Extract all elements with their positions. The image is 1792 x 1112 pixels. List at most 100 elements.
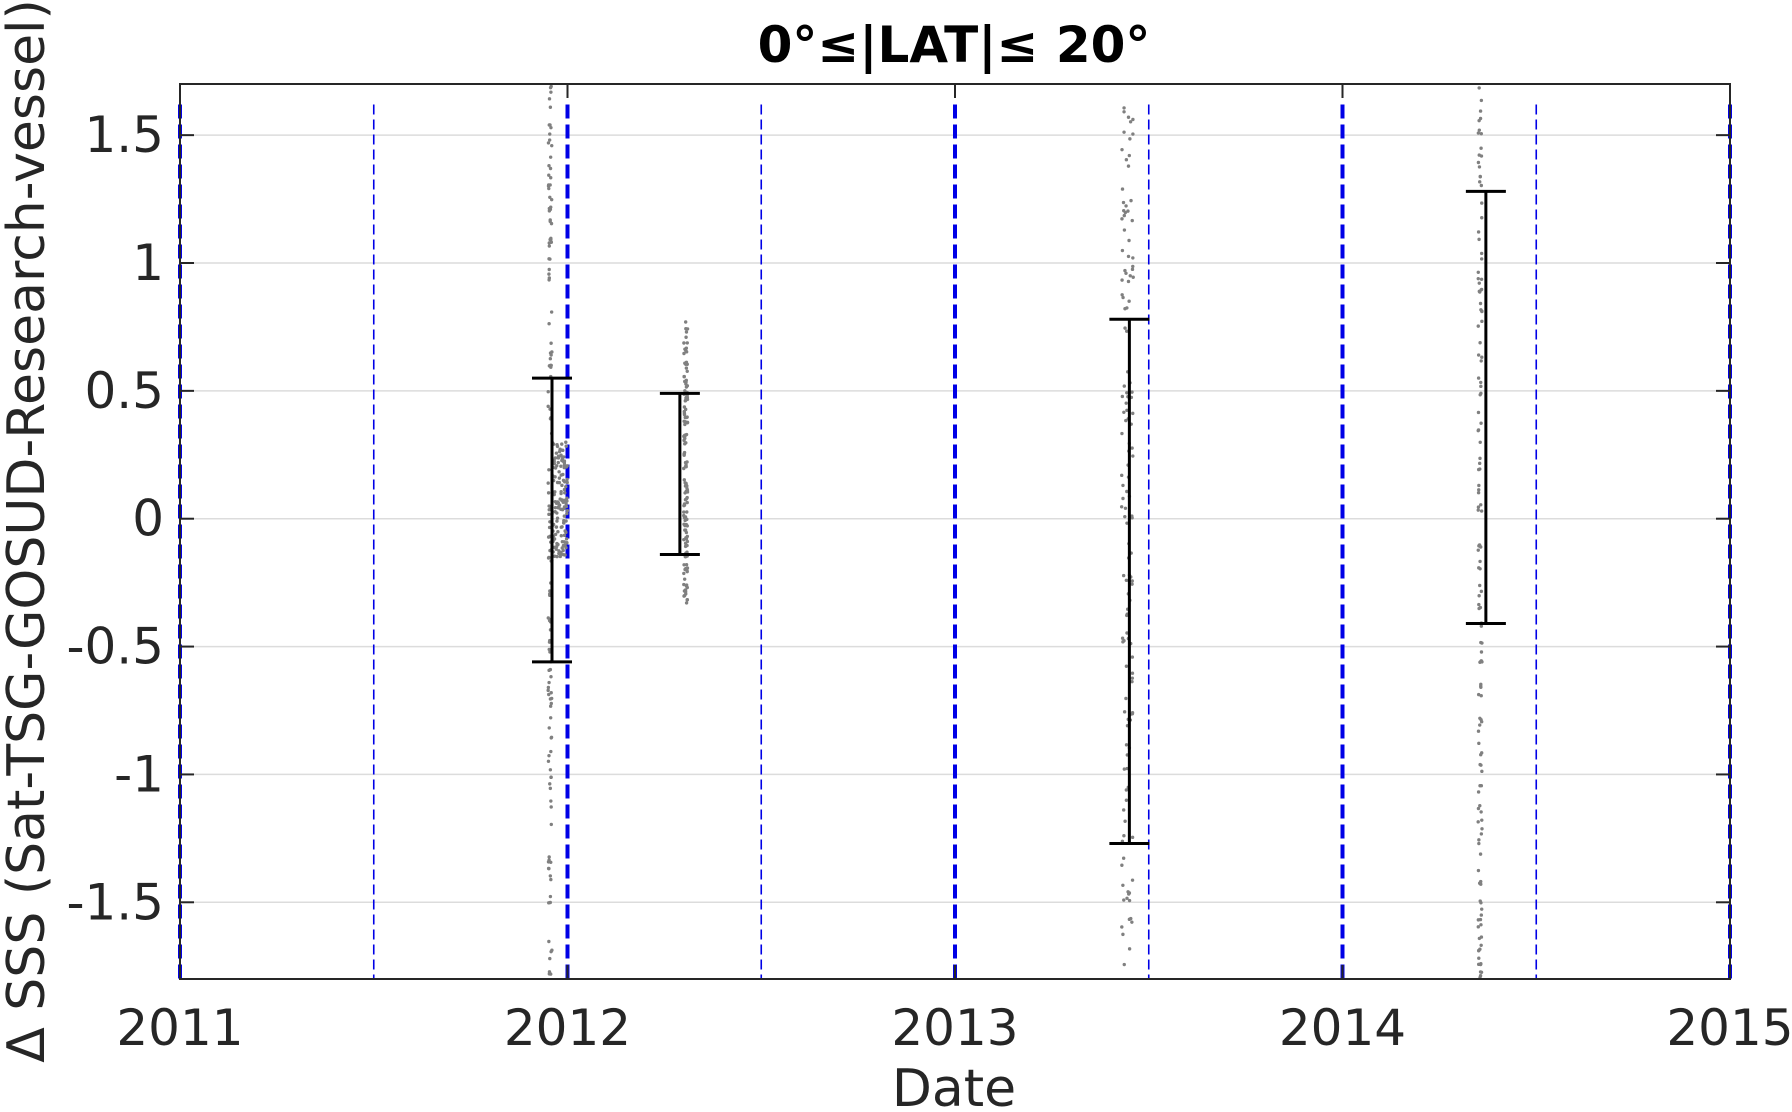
scatter-point — [1479, 832, 1484, 836]
scatter-point — [1479, 923, 1483, 927]
scatter-point — [682, 478, 687, 482]
scatter-point — [549, 701, 553, 706]
scatter-point — [1477, 881, 1482, 885]
scatter-point — [1479, 694, 1483, 698]
scatter-point — [549, 877, 553, 882]
scatter-point — [682, 412, 687, 417]
scatter-point — [1477, 602, 1481, 607]
scatter-point — [683, 389, 687, 393]
error-bar — [659, 391, 700, 557]
scatter-point — [1478, 109, 1483, 113]
scatter-point — [682, 405, 687, 409]
scatter-point — [1478, 174, 1482, 179]
scatter-point — [559, 489, 563, 494]
scatter-point — [1479, 421, 1483, 425]
scatter-point — [1121, 640, 1125, 644]
scatter-point — [684, 335, 688, 339]
scatter-point — [556, 454, 561, 458]
scatter-point — [547, 209, 552, 213]
scatter-point — [1477, 483, 1481, 488]
scatter-point — [1480, 319, 1484, 324]
scatter-point — [685, 500, 689, 505]
scatter-point — [547, 504, 551, 508]
scatter-point — [1478, 716, 1482, 720]
scatter-point — [1125, 896, 1129, 900]
scatter-point — [1130, 679, 1134, 684]
scatter-point — [1121, 496, 1125, 501]
scatter-point — [561, 448, 565, 453]
scatter-point — [682, 351, 686, 356]
scatter-point — [682, 563, 686, 567]
scatter-point — [1479, 308, 1483, 312]
scatter-point — [1478, 559, 1482, 564]
scatter-point — [1119, 505, 1124, 509]
scatter-point — [547, 855, 551, 859]
scatter-point — [1126, 115, 1131, 119]
scatter-point — [1480, 216, 1484, 220]
scatter-point — [549, 125, 553, 130]
scatter-point — [683, 422, 687, 427]
scatter-point — [554, 525, 558, 529]
scatter-point — [1122, 833, 1126, 838]
scatter-point — [553, 510, 557, 514]
scatter-point — [1130, 446, 1134, 450]
scatter-point — [685, 484, 689, 488]
scatter-point — [549, 365, 553, 369]
scatter-point — [1479, 970, 1484, 974]
scatter-point — [1477, 741, 1481, 746]
scatter-point — [1477, 488, 1481, 492]
scatter-point — [1480, 818, 1484, 822]
scatter-point — [682, 503, 686, 508]
scatter-point — [685, 460, 689, 464]
scatter-point — [1130, 676, 1135, 680]
scatter-point — [547, 970, 552, 974]
scatter-point — [1479, 257, 1484, 261]
scatter-point — [548, 218, 552, 222]
scatter-point — [1480, 907, 1484, 911]
scatter-point — [565, 511, 569, 516]
error-bar — [1109, 317, 1150, 845]
scatter-point — [560, 498, 564, 503]
scatter-point — [549, 240, 554, 244]
scatter-point — [1122, 130, 1126, 134]
scatter-point — [546, 481, 550, 485]
scatter-point — [1476, 270, 1480, 274]
scatter-point — [684, 346, 689, 350]
scatter-point — [1479, 682, 1483, 687]
scatter-point — [1476, 410, 1481, 415]
scatter-point — [556, 501, 560, 505]
scatter-point — [1476, 324, 1480, 328]
scatter-point — [1479, 183, 1484, 188]
scatter-point — [683, 420, 688, 424]
scatter-point — [565, 499, 569, 503]
scatter-point — [683, 442, 687, 446]
scatter-point — [562, 533, 567, 538]
scatter-point — [1479, 913, 1484, 917]
scatter-point — [1479, 685, 1483, 689]
scatter-point — [684, 327, 688, 331]
scatter-point — [561, 552, 566, 557]
scatter-point — [564, 504, 569, 509]
scatter-point — [559, 473, 563, 477]
scatter-point — [684, 330, 689, 334]
scatter-point — [1122, 213, 1126, 218]
scatter-point — [560, 457, 565, 461]
scatter-point — [1121, 483, 1125, 488]
scatter-point — [1476, 491, 1481, 495]
scatter-point — [547, 668, 551, 673]
scatter-point — [1121, 808, 1126, 812]
scatter-point — [1122, 106, 1126, 110]
scatter-point — [1130, 655, 1135, 659]
x-ticks: 2011 2012 2013 2014 2015 — [116, 84, 1792, 1057]
scatter-point — [549, 84, 553, 89]
scatter-point — [1124, 401, 1128, 405]
scatter-point — [1478, 852, 1483, 856]
scatter-point — [547, 753, 551, 758]
scatter-point — [682, 374, 686, 379]
scatter-point — [1130, 711, 1135, 715]
scatter-point — [565, 477, 569, 482]
scatter-point — [684, 563, 689, 567]
scatter-point — [1122, 898, 1126, 902]
scatter-point — [1123, 819, 1127, 823]
scatter-point — [549, 310, 554, 314]
